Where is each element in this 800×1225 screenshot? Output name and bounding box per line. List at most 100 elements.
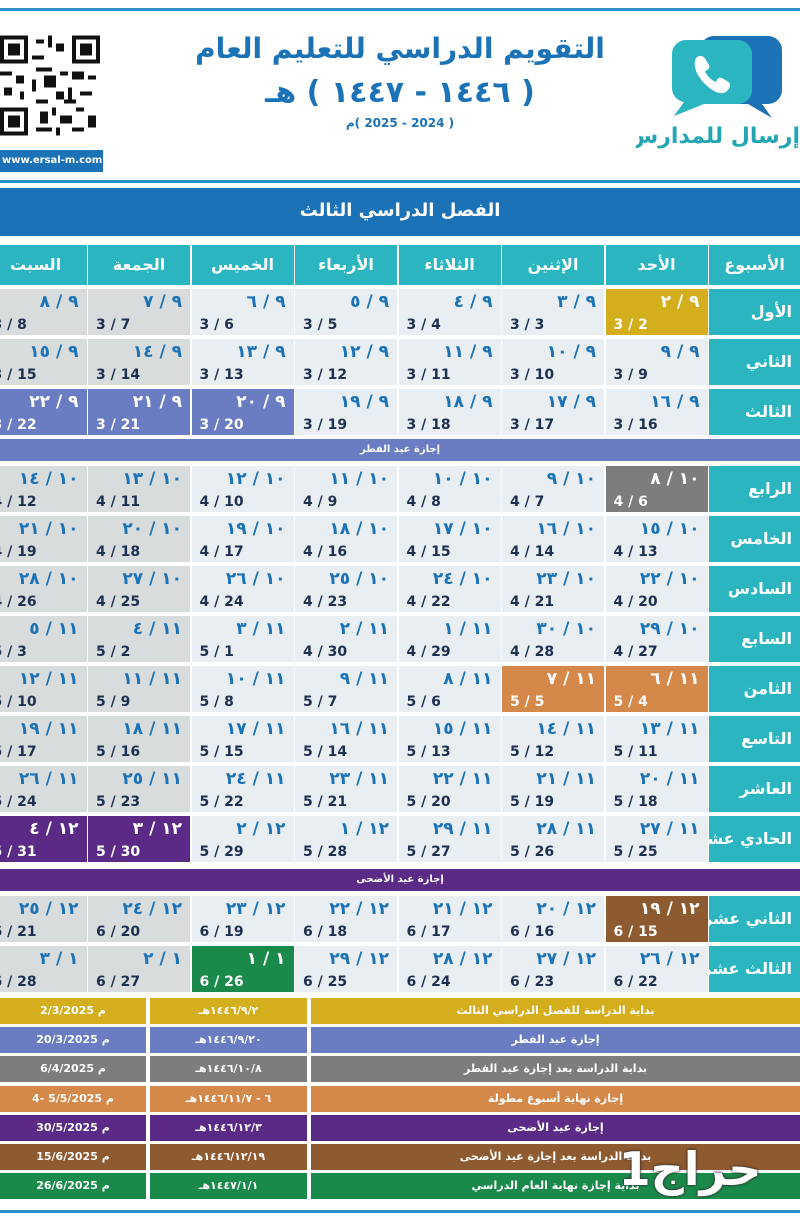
hijri-date: ١٢ / ٣ xyxy=(132,819,182,839)
gregorian-date: 5 / 3 xyxy=(0,644,27,660)
date-cell: ١١ / ٢٥ 5 / 23 xyxy=(88,766,190,812)
hijri-date: ٩ / ١٨ xyxy=(443,392,493,412)
week-label: الثالث xyxy=(709,389,800,435)
gregorian-date: 5 / 1 xyxy=(199,644,234,660)
hijri-date: ١١ / ٥ xyxy=(29,619,79,639)
gregorian-date: 5 / 23 xyxy=(96,794,141,810)
gregorian-date: 3 / 2 xyxy=(613,317,648,333)
date-cell: ١١ / ١٩ 5 / 17 xyxy=(0,716,87,762)
hijri-date: ١ / ٣ xyxy=(39,949,79,969)
legend-gregorian-date: 30/5/2025 م xyxy=(0,1114,146,1141)
date-cell: ٩ / ١٨ 3 / 18 xyxy=(398,389,501,435)
date-cell: ١٢ / ١٩ 6 / 15 xyxy=(605,896,708,942)
date-cell: ١٢ / ٢٦ 6 / 22 xyxy=(605,946,708,992)
hijri-date: ١٠ / ١٤ xyxy=(18,469,79,489)
hijri-date: ٩ / ٦ xyxy=(246,292,286,312)
week-label: الثامن xyxy=(709,666,800,712)
gregorian-date: 5 / 7 xyxy=(303,694,338,710)
gregorian-date: 4 / 24 xyxy=(199,594,244,610)
semester-title: الفصل الدراسي الثالث xyxy=(0,188,800,236)
date-cell: ٩ / ٣ 3 / 3 xyxy=(502,289,604,335)
gregorian-date: 5 / 29 xyxy=(199,844,244,860)
date-cell: ٩ / ٩ 3 / 9 xyxy=(605,339,708,385)
hijri-date: ١٢ / ٢٨ xyxy=(432,949,493,969)
gregorian-date: 6 / 22 xyxy=(613,974,658,990)
gregorian-date: 6 / 20 xyxy=(96,924,141,940)
gregorian-date: 5 / 27 xyxy=(406,844,451,860)
gregorian-date: 6 / 18 xyxy=(303,924,348,940)
hijri-date: ١١ / ١٩ xyxy=(18,719,79,739)
hijri-date: ٩ / ١٩ xyxy=(339,392,389,412)
gregorian-date: 5 / 6 xyxy=(406,694,441,710)
date-cell: ٩ / ٦ 3 / 6 xyxy=(191,289,294,335)
gregorian-date: 6 / 27 xyxy=(96,974,141,990)
legend-hijri-date: ١٤٤٦/١٢/٣هـ xyxy=(150,1114,307,1141)
legend-gregorian-date: 26/6/2025 م xyxy=(0,1173,146,1200)
date-cell: ١٠ / ٢١ 4 / 19 xyxy=(0,516,87,562)
gregorian-date: 4 / 22 xyxy=(406,594,451,610)
week-label: الأول xyxy=(709,289,800,335)
gregorian-date: 6 / 16 xyxy=(510,924,555,940)
header-day-6: الجمعة xyxy=(88,245,190,285)
gregorian-date: 6 / 24 xyxy=(406,974,451,990)
gregorian-date: 6 / 19 xyxy=(199,924,244,940)
hijri-date: ١٠ / ٢٦ xyxy=(225,569,286,589)
hijri-date: ١٠ / ١١ xyxy=(329,469,389,489)
hijri-date: ١١ / ٢٤ xyxy=(225,769,286,789)
date-cell: ١٢ / ٢٩ 6 / 25 xyxy=(295,946,397,992)
date-cell: ٩ / ١٥ 3 / 15 xyxy=(0,339,87,385)
date-cell: ١٠ / ٢٧ 4 / 25 xyxy=(88,566,190,612)
gregorian-date: 4 / 30 xyxy=(303,644,348,660)
date-cell: ١١ / ٢٢ 5 / 20 xyxy=(398,766,501,812)
hijri-date: ١٢ / ٢٥ xyxy=(18,899,79,919)
gregorian-date: 3 / 16 xyxy=(613,417,658,433)
gregorian-date: 5 / 20 xyxy=(406,794,451,810)
gregorian-date: 3 / 20 xyxy=(199,417,244,433)
legend-gregorian-date: 2/3/2025 م xyxy=(0,998,146,1024)
gregorian-date: 4 / 29 xyxy=(406,644,451,660)
gregorian-date: 4 / 20 xyxy=(613,594,658,610)
gregorian-date: 4 / 11 xyxy=(96,494,141,510)
date-cell: ١١ / ١٢ 5 / 10 xyxy=(0,666,87,712)
gregorian-date: 6 / 25 xyxy=(303,974,348,990)
legend-event: إجازة عيد الفطر xyxy=(311,1027,800,1054)
hijri-date: ١٠ / ٢٢ xyxy=(639,569,700,589)
gregorian-date: 3 / 7 xyxy=(96,317,131,333)
gregorian-date: 5 / 19 xyxy=(510,794,555,810)
site-url[interactable]: www.ersal-m.com xyxy=(0,150,103,172)
qr-code-icon xyxy=(0,35,100,136)
date-cell: ١٢ / ٢١ 6 / 17 xyxy=(398,896,501,942)
date-cell: ١٢ / ٤ 5 / 31 xyxy=(0,816,87,862)
hijri-date: ١١ / ٢٦ xyxy=(18,769,79,789)
gregorian-date: 6 / 28 xyxy=(0,974,37,990)
header: www.ersal-m.com التقويم الدراسي للتعليم … xyxy=(0,12,800,177)
date-cell: ١١ / ١٤ 5 / 12 xyxy=(502,716,604,762)
hijri-date: ٩ / ١٢ xyxy=(339,342,389,362)
hijri-date: ١١ / ٤ xyxy=(132,619,182,639)
hijri-date: ١١ / ٨ xyxy=(443,669,493,689)
hijri-date: ١١ / ١٣ xyxy=(639,719,700,739)
gregorian-date: 4 / 26 xyxy=(0,594,37,610)
date-cell: ١ / ٣6 / 28 xyxy=(0,946,87,992)
hijri-date: ١١ / ٢٣ xyxy=(329,769,389,789)
date-cell: ١١ / ٢٧ 5 / 25 xyxy=(605,816,708,862)
hijri-date: ١٠ / ٢٨ xyxy=(18,569,79,589)
week-label: الخامس xyxy=(709,516,800,562)
hijri-date: ١٢ / ٢٢ xyxy=(329,899,389,919)
gregorian-date: 3 / 3 xyxy=(510,317,545,333)
legend-event: إجازة عيد الأضحى xyxy=(311,1114,800,1141)
date-cell: ١١ / ٢٨ 5 / 26 xyxy=(502,816,604,862)
date-cell: ١٠ / ٢٣ 4 / 21 xyxy=(502,566,604,612)
header-week-column: الأسبوع xyxy=(709,245,800,285)
gregorian-date: 3 / 18 xyxy=(406,417,451,433)
chat-phone-logo-icon xyxy=(671,36,782,118)
date-cell: ١٠ / ١٥ 4 / 13 xyxy=(605,516,708,562)
legend-hijri-date: ١٤٤٦/٩/٢هـ xyxy=(150,998,307,1024)
date-cell: ١٠ / ٢٢ 4 / 20 xyxy=(605,566,708,612)
hijri-date: ١١ / ١١ xyxy=(122,669,182,689)
gregorian-date: 4 / 27 xyxy=(613,644,658,660)
date-cell: ١٠ / ١٩ 4 / 17 xyxy=(191,516,294,562)
